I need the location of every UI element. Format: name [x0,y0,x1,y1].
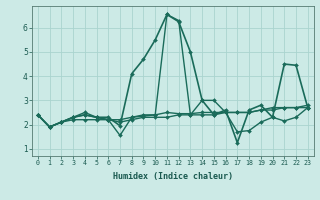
X-axis label: Humidex (Indice chaleur): Humidex (Indice chaleur) [113,172,233,181]
